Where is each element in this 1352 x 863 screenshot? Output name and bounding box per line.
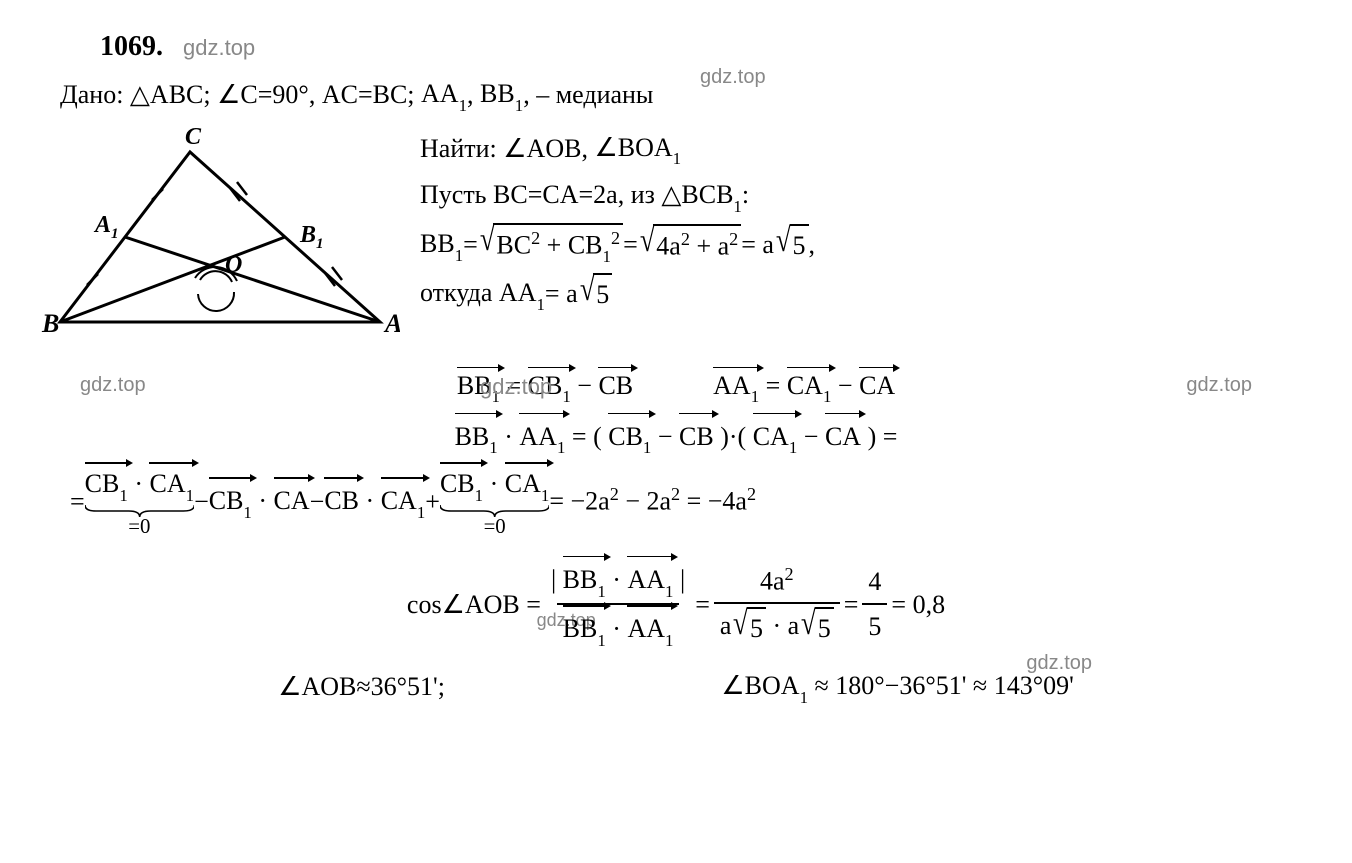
underbrace-1: CB1 · CA1 =0 <box>85 464 194 538</box>
given-triangle: △ABC; <box>130 75 211 114</box>
diagram-text-block: C A1 B1 O B A Найти: ∠AOB, ∠BOA1 Пусть B… <box>40 122 1312 359</box>
watermark-4: gdz.top <box>480 374 552 400</box>
frac-2: 4a2 a√5 · a√5 <box>714 561 840 649</box>
whence-line: откуда AA1 = a √5 <box>420 273 1312 315</box>
diagram-column: C A1 B1 O B A <box>40 122 400 359</box>
let-line: Пусть BC=CA=2a, из △BCB1: <box>420 175 1312 217</box>
svg-text:A: A <box>383 309 400 338</box>
watermark-2: gdz.top <box>700 62 766 92</box>
result-boa1: ∠BOA1 ≈ 180°−36°51' ≈ 143°09' <box>721 666 1073 708</box>
sqrt-1: √BC2 + CB12 <box>478 223 623 267</box>
vec-aa1-eq: AA1 = CA1 − CA <box>713 369 895 405</box>
problem-number: 1069. <box>100 26 163 68</box>
svg-text:C: C <box>185 124 202 150</box>
sqrt-4: √5 <box>578 273 613 314</box>
result-aob: ∠AOB≈36°51'; <box>278 667 445 706</box>
triangle-diagram: C A1 B1 O B A <box>40 122 400 352</box>
header-row: 1069. gdz.top <box>40 26 1312 68</box>
given-line: Дано: △ABC; ∠C=90°, AC=BC; AA1, BB1 , – … <box>60 74 1312 116</box>
watermark-1: gdz.top <box>183 31 255 64</box>
watermark-7: gdz.top <box>1026 648 1092 678</box>
watermark-5: gdz.top <box>1186 374 1252 397</box>
given-med1: AA1 <box>421 74 467 116</box>
sqrt-2: √4a2 + a2 <box>638 224 742 266</box>
sqrt-3: √5 <box>774 224 809 265</box>
watermark-3: gdz.top <box>80 374 146 397</box>
expansion-line: = CB1 · CA1 =0 − CB1 · CA − CB · CA1 + C… <box>40 464 1312 538</box>
frac-1: | BB1 · AA1 | gdz.top BB1 · AA1 <box>545 558 691 651</box>
frac-3: 4 5 <box>862 562 887 646</box>
svg-text:A1: A1 <box>93 212 119 242</box>
given-med2: BB1 <box>480 74 523 116</box>
find-line: Найти: ∠AOB, ∠BOA1 <box>420 128 1312 170</box>
text-column: Найти: ∠AOB, ∠BOA1 Пусть BC=CA=2a, из △B… <box>420 122 1312 321</box>
bb1-calc-line: BB1 = √BC2 + CB12 = √4a2 + a2 = a √5 , <box>420 223 1312 267</box>
dot-product-line: BB1 · AA1 = ( CB1 − CB )·( CA1 − CA ) = <box>40 415 1312 459</box>
underbrace-2: CB1 · CA1 =0 <box>440 464 549 538</box>
svg-text:B: B <box>41 309 59 338</box>
svg-text:B1: B1 <box>299 222 324 252</box>
svg-text:O: O <box>225 252 242 278</box>
cos-line: cos∠AOB = | BB1 · AA1 | gdz.top BB1 · AA… <box>40 558 1312 651</box>
given-angle: ∠C=90°, <box>217 75 315 114</box>
given-label: Дано: <box>60 75 123 114</box>
vector-eq-row: gdz.top BB1 = CB1 − CB gdz.top AA1 = CA1… <box>40 369 1312 405</box>
given-sides: AC=BC; <box>322 75 415 114</box>
result-line: gdz.top ∠AOB≈36°51'; ∠BOA1 ≈ 180°−36°51'… <box>40 666 1312 708</box>
given-medians-text: , – медианы <box>523 75 653 114</box>
